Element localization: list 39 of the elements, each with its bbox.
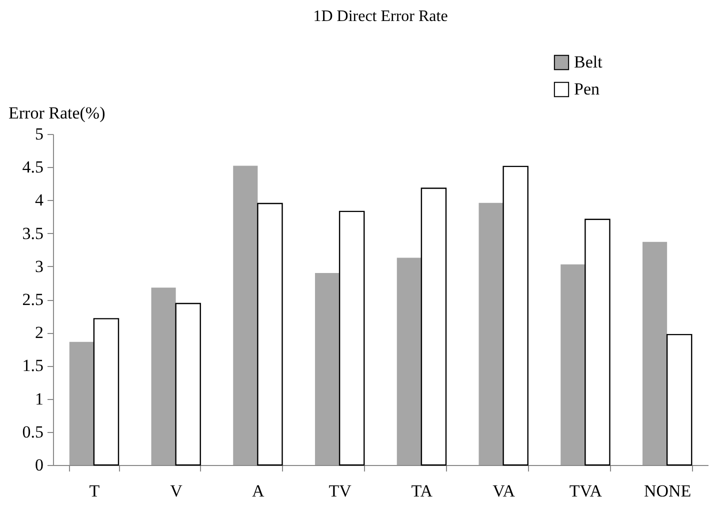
bar (69, 342, 94, 465)
legend-label: Pen (574, 80, 600, 98)
y-tick-label: 4 (35, 190, 44, 210)
bar (233, 166, 258, 465)
bar (257, 202, 283, 466)
bar (502, 166, 528, 466)
y-tick-label: 1 (35, 389, 44, 408)
y-tick-label: 0.5 (22, 422, 44, 442)
bar (584, 218, 610, 466)
bar (175, 302, 201, 466)
bar (478, 202, 504, 465)
bar (396, 258, 422, 465)
bar (338, 210, 365, 466)
x-tick-label: NONE (644, 482, 692, 500)
bar (93, 318, 120, 466)
y-tick-label: 3.5 (22, 224, 44, 243)
y-tick-label: 5 (35, 124, 44, 144)
y-axis-title: Error Rate(%) (8, 104, 106, 122)
bar (666, 334, 692, 466)
y-tick-label: 1.5 (22, 356, 44, 376)
y-tick-label: 0 (35, 456, 44, 474)
y-tick-label: 2 (35, 323, 44, 342)
y-tick-label: 2.5 (22, 290, 44, 309)
legend-label: Belt (574, 52, 603, 72)
x-tick-label: TV (328, 482, 352, 500)
y-tick-label: 3 (35, 256, 44, 276)
bar (560, 264, 586, 465)
x-tick-label: TA (411, 482, 434, 500)
x-tick-label: VA (492, 482, 516, 500)
chart-title: 1D Direct Error Rate (313, 8, 448, 25)
bar (315, 273, 340, 465)
x-tick-label: TVA (569, 482, 603, 500)
bar (420, 188, 447, 466)
bar (151, 288, 176, 465)
y-tick-label: 4.5 (22, 158, 44, 177)
x-tick-label: V (170, 482, 184, 500)
bar (642, 242, 668, 465)
x-tick-label: A (252, 482, 266, 500)
x-tick-label: T (89, 482, 100, 500)
